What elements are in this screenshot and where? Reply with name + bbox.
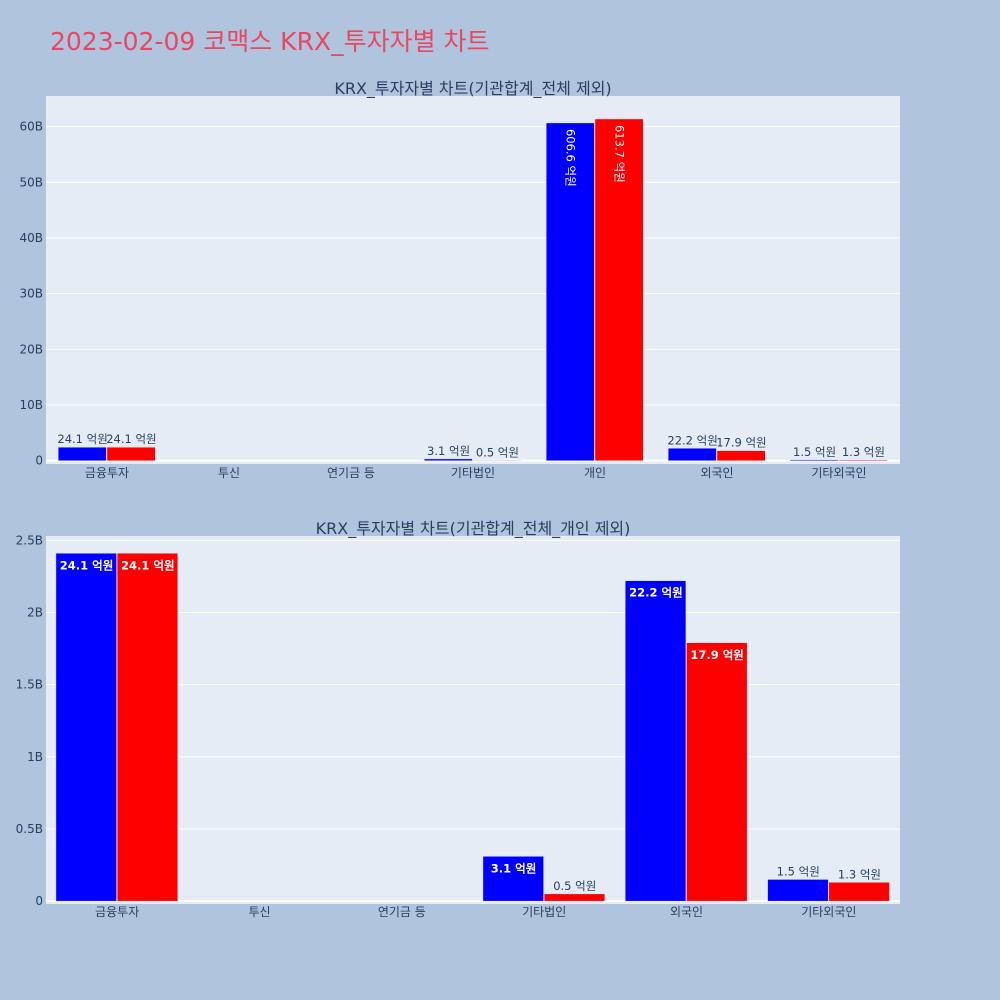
- data-label: 24.1 억원: [121, 558, 175, 572]
- data-label: 1.3 억원: [838, 867, 881, 881]
- bar: [828, 882, 890, 902]
- data-label: 0.5 억원: [476, 445, 519, 459]
- bar: [668, 448, 717, 461]
- y-tick-label: 0: [35, 454, 43, 468]
- data-label: 17.9 억원: [716, 436, 766, 450]
- bar: [546, 122, 595, 461]
- x-tick-label: 금융투자: [85, 466, 129, 480]
- chart-title: KRX_투자자별 차트(기관합계_전체 제외): [334, 79, 611, 99]
- x-tick-label: 연기금 등: [378, 905, 426, 919]
- y-tick-label: 2.5B: [16, 533, 43, 547]
- y-tick-label: 0.5B: [16, 822, 43, 836]
- bar: [625, 580, 687, 902]
- x-tick-label: 외국인: [670, 905, 703, 919]
- x-tick-label: 기타외국인: [811, 466, 866, 480]
- y-tick-label: 1B: [27, 750, 43, 764]
- bar: [790, 459, 839, 461]
- x-tick-label: 금융투자: [95, 905, 139, 919]
- data-label: 1.5 억원: [793, 445, 836, 459]
- y-tick-label: 30B: [19, 287, 43, 301]
- y-tick-label: 1.5B: [16, 678, 43, 692]
- y-tick-label: 0: [35, 894, 43, 908]
- y-tick-label: 40B: [19, 231, 43, 245]
- bar: [55, 553, 117, 902]
- x-tick-label: 개인: [584, 466, 606, 480]
- y-tick-label: 60B: [19, 120, 43, 134]
- bar: [716, 450, 766, 461]
- x-tick-label: 투신: [218, 466, 240, 480]
- x-tick-label: 기타법인: [451, 466, 495, 480]
- y-tick-label: 50B: [19, 175, 43, 189]
- x-tick-label: 투신: [248, 905, 270, 919]
- data-label: 613.7 억원: [612, 125, 626, 183]
- x-tick-label: 기타법인: [522, 905, 566, 919]
- data-label: 22.2 억원: [667, 433, 717, 447]
- plot-area: [46, 536, 900, 904]
- y-tick-label: 2B: [27, 605, 43, 619]
- plot-area: [46, 96, 900, 464]
- x-tick-label: 외국인: [700, 466, 733, 480]
- data-label: 1.5 억원: [777, 864, 820, 878]
- bar: [543, 893, 605, 902]
- x-tick-label: 기타외국인: [801, 905, 856, 919]
- data-label: 1.3 억원: [842, 445, 885, 459]
- data-label: 24.1 억원: [106, 432, 156, 446]
- bar: [594, 118, 644, 461]
- data-label: 3.1 억원: [491, 861, 537, 875]
- data-label: 24.1 억원: [57, 432, 107, 446]
- y-tick-label: 20B: [19, 342, 43, 356]
- page-title: 2023-02-09 코맥스 KRX_투자자별 차트: [50, 27, 490, 56]
- bar: [116, 553, 178, 902]
- bar: [838, 459, 888, 461]
- data-label: 24.1 억원: [60, 558, 114, 572]
- bar: [58, 447, 107, 461]
- data-label: 606.6 억원: [564, 129, 578, 187]
- x-tick-label: 연기금 등: [327, 466, 375, 480]
- chart-title: KRX_투자자별 차트(기관합계_전체_개인 제외): [316, 519, 631, 539]
- bar: [686, 642, 748, 902]
- data-label: 3.1 억원: [427, 444, 470, 458]
- bar: [106, 447, 156, 461]
- data-label: 0.5 억원: [553, 879, 596, 893]
- bar: [482, 856, 544, 902]
- y-tick-label: 10B: [19, 398, 43, 412]
- data-label: 17.9 억원: [690, 648, 744, 662]
- bar: [424, 458, 473, 461]
- data-label: 22.2 억원: [629, 586, 683, 600]
- bar: [767, 879, 829, 902]
